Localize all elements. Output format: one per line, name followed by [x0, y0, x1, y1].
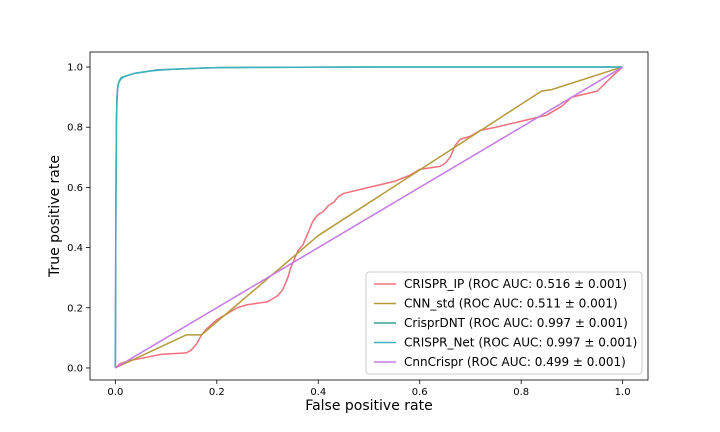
legend-entry-0: CRISPR_IP (ROC AUC: 0.516 ± 0.001): [404, 277, 627, 291]
plot-frame: [89, 51, 649, 381]
legend-box: [365, 271, 643, 375]
x-tick-label: 0.0: [107, 387, 123, 398]
legend-entry-2: CrisprDNT (ROC AUC: 0.997 ± 0.001): [404, 316, 628, 330]
legend-entry-3: CRISPR_Net (ROC AUC: 0.997 ± 0.001): [404, 336, 637, 350]
x-tick-label: 0.8: [513, 387, 529, 398]
x-tick-label: 1.0: [615, 387, 631, 398]
legend-entry-1: CNN_std (ROC AUC: 0.511 ± 0.001): [404, 297, 618, 311]
x-tick-label: 0.4: [310, 387, 326, 398]
series-line-0: [114, 66, 624, 369]
y-tick-label: 0.2: [67, 303, 83, 314]
x-tick-label: 0.6: [412, 387, 428, 398]
y-tick-label: 0.0: [67, 363, 83, 374]
y-tick-label: 0.6: [67, 183, 83, 194]
series-line-3: [114, 66, 623, 368]
x-tick-label: 0.2: [209, 387, 225, 398]
y-axis-title: True positive rate: [47, 155, 63, 278]
plot-area: [114, 66, 624, 369]
series-line-1: [115, 66, 623, 369]
x-axis-title: False positive rate: [305, 398, 432, 414]
legend-entry-4: CnnCrispr (ROC AUC: 0.499 ± 0.001): [404, 355, 626, 369]
y-tick-label: 0.8: [67, 123, 83, 134]
axes: 0.0 0.2 0.4 0.6 0.8 1.0 0.0 0.2 0.4 0.6 0.8 1.0 Fals…: [47, 51, 649, 414]
series-line-4: [114, 66, 624, 369]
y-tick-label: 1.0: [67, 63, 83, 74]
y-tick-label: 0.4: [67, 243, 83, 254]
legend: CRISPR_IP (ROC AUC: 0.516 ± 0.001) CNN_st…: [365, 271, 643, 375]
